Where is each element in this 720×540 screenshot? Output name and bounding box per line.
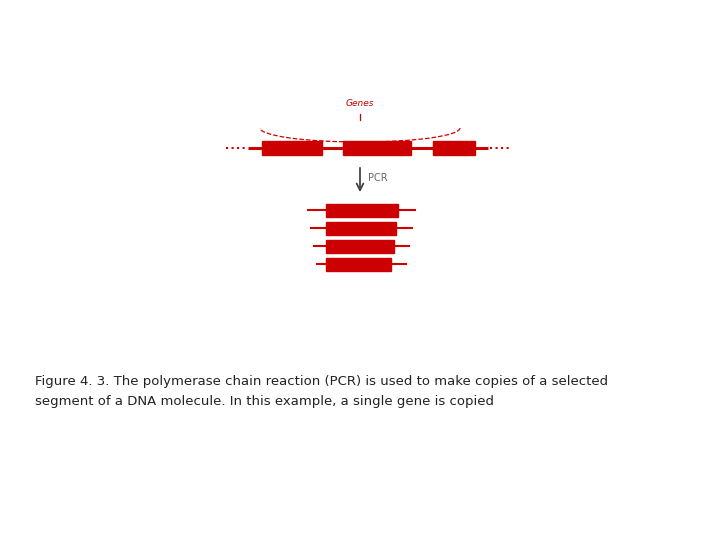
Text: Figure 4. 3. The polymerase chain reaction (PCR) is used to make copies of a sel: Figure 4. 3. The polymerase chain reacti… bbox=[35, 375, 608, 388]
Text: segment of a DNA molecule. In this example, a single gene is copied: segment of a DNA molecule. In this examp… bbox=[35, 395, 494, 408]
Bar bbox=[433, 141, 475, 155]
Text: PCR: PCR bbox=[368, 173, 387, 183]
Bar bbox=[326, 240, 394, 253]
Bar bbox=[326, 204, 398, 217]
Bar bbox=[343, 141, 411, 155]
Bar bbox=[326, 258, 391, 271]
Bar bbox=[326, 221, 396, 234]
Bar bbox=[262, 141, 322, 155]
Text: Genes: Genes bbox=[346, 99, 374, 108]
